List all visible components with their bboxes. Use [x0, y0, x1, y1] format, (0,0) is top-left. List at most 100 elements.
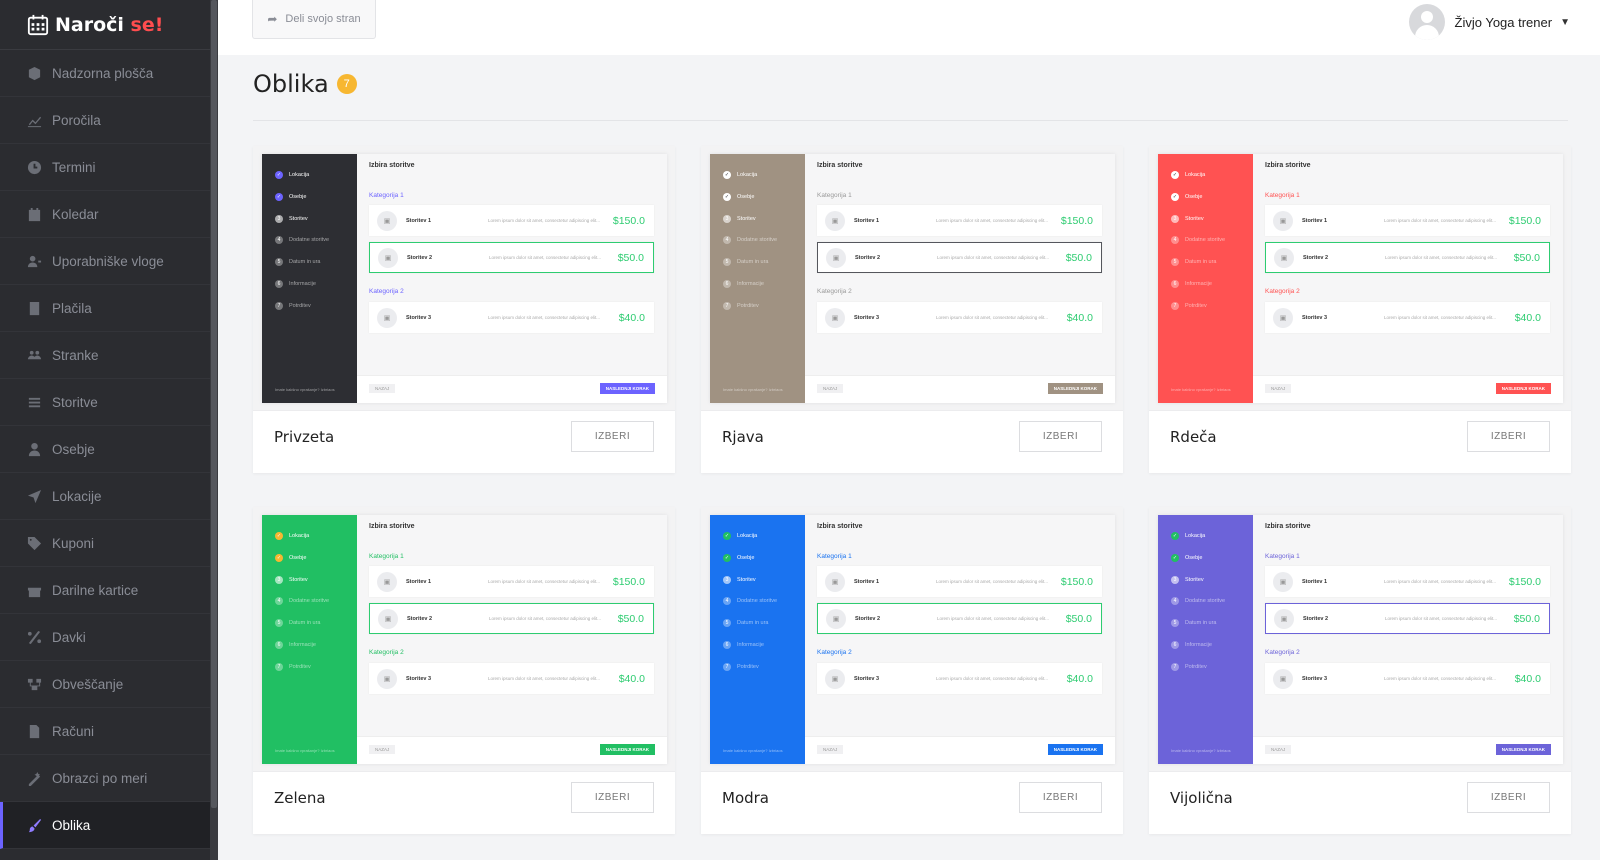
preview-service-row: ▣ Storitev 3 Lorem ipsum dolor sit amet, c… — [817, 663, 1102, 694]
select-theme-button[interactable]: IZBERI — [571, 782, 654, 813]
sidebar-item-osebje[interactable]: Osebje — [0, 426, 210, 473]
sidebar-item-termini[interactable]: Termini — [0, 144, 210, 191]
user-roles-icon — [26, 253, 42, 269]
mockup-heading: Izbira storitve — [369, 162, 415, 169]
select-theme-button[interactable]: IZBERI — [571, 421, 654, 452]
select-theme-button[interactable]: IZBERI — [1019, 421, 1102, 452]
mockup-sidebar: ✓ Lokacija ✓ Osebje 3 Storitev 4 Dodatne storit… — [1158, 515, 1253, 764]
mockup-category: Kategorija 2 — [817, 288, 852, 295]
sidebar-item-uporabniske-vloge[interactable]: Uporabniške vloge — [0, 238, 210, 285]
page-title-row: Oblika 7 — [253, 70, 357, 98]
mockup-back-button: NAZAJ — [817, 384, 844, 393]
preview-step: 6 Informacije — [275, 280, 316, 288]
image-placeholder-icon: ▣ — [825, 210, 845, 231]
image-placeholder-icon: ▣ — [378, 247, 398, 268]
sidebar-item-kuponi[interactable]: Kuponi — [0, 520, 210, 567]
sidebar-item-obvescanje[interactable]: Obveščanje — [0, 661, 210, 708]
preview-service-row: ▣ Storitev 1 Lorem ipsum dolor sit amet, c… — [817, 205, 1102, 236]
calendar-logo-icon — [27, 14, 49, 35]
sidebar-item-storitve[interactable]: Storitve — [0, 379, 210, 426]
preview-step: ✓ Lokacija — [1171, 532, 1206, 540]
sidebar-item-stranke[interactable]: Stranke — [0, 332, 210, 379]
theme-preview[interactable]: ✓ Lokacija ✓ Osebje 3 Storitev 4 Dodatne storit… — [701, 507, 1123, 772]
preview-step: 5 Datum in ura — [275, 619, 321, 627]
clock-icon — [26, 159, 42, 175]
select-theme-button[interactable]: IZBERI — [1467, 782, 1550, 813]
sidebar-item-label: Termini — [52, 159, 96, 175]
preview-step: 5 Datum in ura — [723, 258, 769, 266]
sidebar-item-label: Nadzorna plošča — [52, 65, 154, 81]
sidebar-item-placila[interactable]: Plačila — [0, 285, 210, 332]
image-placeholder-icon: ▣ — [1273, 307, 1293, 328]
sidebar-item-porocila[interactable]: Poročila — [0, 97, 210, 144]
preview-step: ✓ Osebje — [275, 193, 307, 201]
theme-preview[interactable]: ✓ Lokacija ✓ Osebje 3 Storitev 4 Dodatne storit… — [1149, 507, 1571, 772]
sidebar-item-racuni[interactable]: Računi — [0, 708, 210, 755]
select-theme-button[interactable]: IZBERI — [1019, 782, 1102, 813]
brush-icon — [26, 817, 42, 833]
preview-step: 7 Potrditev — [1171, 663, 1207, 671]
preview-step: 4 Dodatne storitve — [275, 597, 329, 605]
user-menu[interactable]: Živjo Yoga trener ▼ — [1408, 4, 1570, 40]
sidebar-item-koledar[interactable]: Koledar — [0, 191, 210, 238]
theme-preview[interactable]: ✓ Lokacija ✓ Osebje 3 Storitev 4 Dodatne storit… — [253, 507, 675, 772]
mockup-footer-note: Imate kakšno vprašanje? Izbriaos — [723, 387, 783, 392]
mockup-sidebar: ✓ Lokacija ✓ Osebje 3 Storitev 4 Dodatne storit… — [1158, 154, 1253, 403]
custom-forms-icon — [26, 770, 42, 786]
theme-preview[interactable]: ✓ Lokacija ✓ Osebje 3 Storitev 4 Dodatne storit… — [1149, 146, 1571, 411]
sidebar-item-label: Uporabniške vloge — [52, 253, 164, 269]
sidebar-item-nadzorna-plosca[interactable]: Nadzorna plošča — [0, 50, 210, 97]
preview-step: 6 Informacije — [723, 280, 764, 288]
mockup-back-button: NAZAJ — [1265, 384, 1292, 393]
preview-step: 5 Datum in ura — [1171, 258, 1217, 266]
theme-preview[interactable]: ✓ Lokacija ✓ Osebje 3 Storitev 4 Dodatne storit… — [701, 146, 1123, 411]
sidebar-item-oblika[interactable]: Oblika — [0, 802, 210, 849]
preview-service-row: ▣ Storitev 1 Lorem ipsum dolor sit amet, c… — [1265, 205, 1550, 236]
theme-preview[interactable]: ✓ Lokacija ✓ Osebje 3 Storitev 4 Dodatne storit… — [253, 146, 675, 411]
preview-step: 7 Potrditev — [723, 663, 759, 671]
preview-step: 4 Dodatne storitve — [1171, 597, 1225, 605]
location-arrow-icon — [26, 488, 42, 504]
preview-step: 3 Storitev — [723, 576, 756, 584]
sidebar-item-label: Poročila — [52, 112, 101, 128]
theme-name: Zelena — [274, 789, 326, 807]
preview-service-row: ▣ Storitev 2 Lorem ipsum dolor sit amet, c… — [369, 603, 654, 634]
mockup-footer: NAZAJ NASLEDNJI KORAK — [357, 375, 667, 403]
preview-service-row: ▣ Storitev 1 Lorem ipsum dolor sit amet, c… — [369, 205, 654, 236]
mockup-next-button: NASLEDNJI KORAK — [1495, 383, 1551, 394]
sidebar-item-label: Obrazci po meri — [52, 770, 148, 786]
preview-step: ✓ Lokacija — [723, 171, 758, 179]
theme-name: Modra — [722, 789, 769, 807]
sidebar-item-label: Koledar — [52, 206, 99, 222]
preview-step: ✓ Osebje — [1171, 193, 1203, 201]
sidebar-scroll-thumb[interactable] — [211, 0, 217, 808]
mockup-footer: NAZAJ NASLEDNJI KORAK — [1253, 375, 1563, 403]
page-title: Oblika — [253, 70, 329, 98]
theme-name: Rdeča — [1170, 428, 1217, 446]
preview-service-row: ▣ Storitev 2 Lorem ipsum dolor sit amet, c… — [369, 242, 654, 273]
percent-icon — [26, 629, 42, 645]
sidebar-item-davki[interactable]: Davki — [0, 614, 210, 661]
preview-step: 7 Potrditev — [723, 302, 759, 310]
preview-service-row: ▣ Storitev 2 Lorem ipsum dolor sit amet, c… — [817, 242, 1102, 273]
title-divider — [253, 120, 1568, 121]
brand-logo[interactable]: Naroči se! — [0, 0, 210, 50]
share-page-button[interactable]: ➦ Deli svojo stran — [252, 0, 376, 39]
sidebar-item-lokacije[interactable]: Lokacije — [0, 473, 210, 520]
mockup-category: Kategorija 1 — [1265, 192, 1300, 199]
sidebar-item-darilne-kartice[interactable]: Darilne kartice — [0, 567, 210, 614]
mockup-category: Kategorija 1 — [817, 553, 852, 560]
preview-step: ✓ Osebje — [275, 554, 307, 562]
mockup-category: Kategorija 2 — [1265, 649, 1300, 656]
preview-service-row: ▣ Storitev 1 Lorem ipsum dolor sit amet, c… — [817, 566, 1102, 597]
preview-service-row: ▣ Storitev 2 Lorem ipsum dolor sit amet, c… — [1265, 242, 1550, 273]
preview-step: 6 Informacije — [275, 641, 316, 649]
preview-step: 4 Dodatne storitve — [723, 597, 777, 605]
count-badge: 7 — [336, 74, 357, 94]
select-theme-button[interactable]: IZBERI — [1467, 421, 1550, 452]
image-placeholder-icon: ▣ — [826, 247, 846, 268]
sidebar-item-obrazci-po-meri[interactable]: Obrazci po meri — [0, 755, 210, 802]
preview-step: 4 Dodatne storitve — [1171, 236, 1225, 244]
gift-icon — [26, 582, 42, 598]
mockup-next-button: NASLEDNJI KORAK — [599, 383, 655, 394]
